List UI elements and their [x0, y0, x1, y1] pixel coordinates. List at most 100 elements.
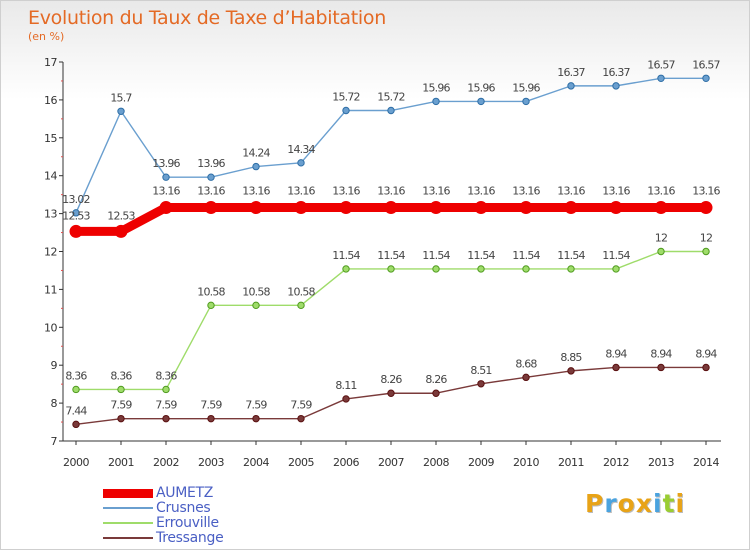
- x-tick-label: 2002: [153, 456, 179, 469]
- data-label: 8.68: [515, 357, 537, 370]
- data-label: 8.94: [605, 347, 627, 360]
- data-label: 13.96: [152, 157, 180, 170]
- data-point: [117, 414, 125, 423]
- data-point: [204, 201, 218, 215]
- x-tick-label: 2007: [378, 456, 404, 469]
- logo-letter: o: [617, 489, 636, 518]
- x-tick-label: 2011: [558, 456, 584, 469]
- data-point: [339, 201, 353, 215]
- data-point: [252, 414, 260, 423]
- data-label: 12.53: [62, 209, 90, 222]
- data-label: 15.72: [377, 91, 405, 104]
- data-point: [612, 363, 620, 372]
- y-tick-label: 7: [51, 435, 58, 448]
- x-tick-label: 2001: [108, 456, 134, 469]
- data-label: 16.37: [557, 66, 585, 79]
- data-label: 13.16: [467, 185, 495, 198]
- data-point: [519, 201, 533, 215]
- data-point: [474, 201, 488, 215]
- y-tick-label: 15: [44, 132, 57, 145]
- data-label: 10.58: [242, 285, 270, 298]
- data-point: [384, 201, 398, 215]
- logo-letter: P: [585, 489, 605, 518]
- data-point: [294, 201, 308, 215]
- data-point: [72, 209, 80, 217]
- data-label: 8.26: [425, 373, 447, 386]
- data-label: 13.16: [197, 185, 225, 198]
- data-label: 12.53: [107, 209, 135, 222]
- y-tick-label: 9: [51, 359, 58, 372]
- legend-item-errouville: Errouville: [103, 515, 263, 531]
- legend-swatch: [103, 522, 153, 524]
- y-tick-label: 16: [44, 94, 57, 107]
- data-point: [72, 385, 80, 394]
- data-label: 13.16: [692, 185, 720, 198]
- data-label: 7.44: [65, 404, 87, 417]
- x-tick-label: 2006: [333, 456, 359, 469]
- data-label: 13.16: [557, 185, 585, 198]
- data-label: 15.96: [422, 81, 450, 94]
- data-point: [117, 385, 125, 394]
- data-point: [567, 82, 575, 90]
- data-point: [387, 106, 395, 115]
- data-point: [657, 363, 665, 372]
- data-point: [162, 414, 170, 423]
- proxiti-logo: Proxiti: [585, 489, 685, 518]
- data-point: [477, 380, 485, 388]
- logo-letter: x: [635, 489, 653, 518]
- data-point: [297, 414, 305, 423]
- data-point: [162, 173, 170, 181]
- legend-label: Tressange: [156, 530, 224, 546]
- data-label: 16.37: [602, 66, 630, 79]
- data-point: [654, 201, 668, 215]
- data-label: 13.16: [647, 185, 675, 198]
- x-tick-label: 2009: [468, 456, 494, 469]
- data-point: [297, 159, 305, 167]
- chart-legend: AUMETZ Crusnes Errouville Tressange: [103, 485, 263, 546]
- data-label: 8.51: [470, 364, 491, 377]
- data-label: 8.36: [155, 369, 177, 382]
- data-label: 8.85: [560, 351, 582, 364]
- data-point: [612, 265, 620, 273]
- data-point: [387, 389, 395, 397]
- data-label: 11.54: [602, 249, 630, 262]
- data-point: [342, 106, 350, 115]
- data-label: 13.16: [242, 185, 270, 198]
- data-label: 13.16: [377, 185, 405, 198]
- x-tick-label: 2014: [693, 456, 719, 469]
- data-label: 13.96: [197, 157, 225, 170]
- y-tick-label: 11: [44, 283, 57, 296]
- data-label: 7.59: [110, 399, 132, 412]
- data-point: [657, 247, 665, 256]
- data-label: 13.16: [332, 185, 360, 198]
- x-tick-label: 2000: [63, 456, 89, 469]
- data-point: [72, 420, 80, 429]
- data-point: [522, 97, 530, 106]
- y-tick-label: 8: [51, 397, 58, 410]
- data-label: 11.54: [422, 249, 450, 262]
- data-point: [522, 265, 530, 273]
- data-label: 13.16: [422, 185, 450, 198]
- data-label: 8.11: [335, 379, 356, 392]
- chart-unit-label: (en %): [28, 30, 65, 43]
- data-point: [702, 247, 710, 256]
- data-label: 13.16: [287, 185, 315, 198]
- data-point: [702, 74, 710, 82]
- logo-letter: i: [653, 489, 663, 518]
- legend-label: AUMETZ: [156, 485, 214, 501]
- data-point: [432, 265, 440, 273]
- legend-label: Errouville: [156, 515, 219, 531]
- chart-title: Evolution du Taux de Taxe d’Habitation: [28, 7, 386, 29]
- data-label: 15.96: [512, 81, 540, 94]
- data-label: 14.24: [242, 147, 270, 160]
- data-point: [477, 97, 485, 106]
- data-point: [432, 97, 440, 106]
- data-point: [564, 201, 578, 215]
- y-tick-label: 17: [44, 56, 57, 69]
- data-label: 8.26: [380, 373, 402, 386]
- legend-item-tressange: Tressange: [103, 530, 263, 546]
- y-tick-label: 10: [44, 321, 57, 334]
- data-point: [702, 363, 710, 372]
- x-tick-label: 2003: [198, 456, 224, 469]
